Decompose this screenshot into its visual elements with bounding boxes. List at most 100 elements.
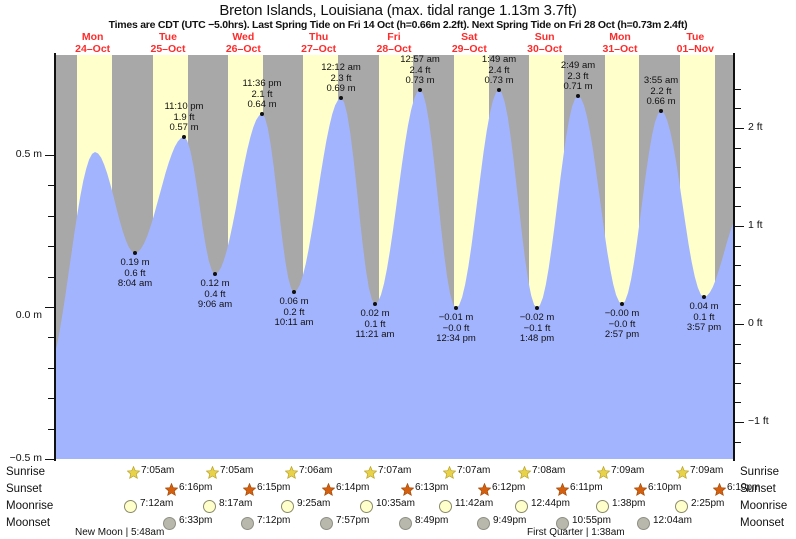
sunset-event-5: 6:11pm bbox=[555, 482, 603, 499]
low-tide-label-7: 0.04 m 0.1 ft 3:57 pm bbox=[687, 301, 721, 334]
low-tide-label-line-1: 0.4 ft bbox=[204, 288, 226, 300]
y-axis-right-line bbox=[733, 53, 735, 461]
low-tide-label-3: 0.02 m 0.1 ft 11:21 am bbox=[356, 308, 395, 341]
low-tide-label-5: −0.02 m −0.1 ft 1:48 pm bbox=[519, 312, 555, 345]
low-tide-label-line-2: 2:57 pm bbox=[604, 329, 640, 340]
low-tide-label-line-1: 0.2 ft bbox=[283, 306, 305, 318]
moonrise-icon bbox=[360, 500, 373, 513]
moonset-icon bbox=[399, 517, 412, 530]
high-tide-label-0: 11:10 pm 1.9 ft 0.57 m bbox=[164, 101, 204, 134]
sunrise-event-6: 7:09am bbox=[596, 465, 644, 482]
moonrise-icon-wrap bbox=[203, 500, 218, 513]
day-header-dow: Mon bbox=[81, 31, 104, 43]
high-tide-label-line-0: 3:55 am bbox=[643, 75, 679, 86]
high-tide-label-line-2: 0.71 m bbox=[563, 81, 593, 92]
sunrise-icon-wrap bbox=[596, 465, 611, 482]
star-icon bbox=[400, 482, 415, 496]
high-tide-label-line-1: 2.3 ft bbox=[567, 70, 589, 82]
sunset-time: 6:14pm bbox=[336, 482, 370, 494]
low-tide-label-line-2: 1:48 pm bbox=[519, 333, 555, 344]
y-tick-right bbox=[735, 363, 741, 365]
y-tick-right bbox=[735, 422, 744, 423]
day-header-date: 29–Oct bbox=[451, 42, 487, 55]
moonset-time: 10:55pm bbox=[572, 514, 611, 526]
moonset-event-3: 8:49pm bbox=[399, 515, 448, 530]
low-tide-label-line-0: −0.00 m bbox=[604, 308, 640, 319]
day-header-dow: Wed bbox=[232, 31, 255, 43]
sunset-time: 6:10pm bbox=[648, 482, 682, 494]
moonset-icon-wrap bbox=[556, 517, 571, 530]
high-tide-marker-5 bbox=[576, 94, 580, 98]
low-tide-marker-6 bbox=[620, 302, 624, 306]
y-tick-left bbox=[45, 459, 54, 460]
y-tick-right bbox=[735, 343, 741, 345]
sunrise-time: 7:09am bbox=[690, 465, 724, 477]
high-tide-label-line-0: 11:10 pm bbox=[164, 101, 204, 112]
day-header-dow: Sat bbox=[461, 31, 478, 43]
y-tick-right bbox=[735, 304, 741, 306]
tide-plot-area bbox=[55, 55, 733, 459]
sunset-icon-wrap bbox=[555, 482, 570, 499]
low-tide-label-line-1: 0.6 ft bbox=[124, 267, 146, 279]
high-tide-label-line-0: 12:57 am bbox=[400, 54, 440, 65]
day-header-date: 24–Oct bbox=[75, 42, 111, 55]
sunrise-event-5: 7:08am bbox=[517, 465, 565, 482]
y-tick-left bbox=[45, 307, 54, 308]
sunset-event-7: 6:10pm bbox=[712, 482, 760, 499]
sunset-event-2: 6:14pm bbox=[321, 482, 370, 499]
low-tide-label-4: −0.01 m −0.0 ft 12:34 pm bbox=[436, 312, 476, 345]
moonset-icon-wrap bbox=[637, 517, 652, 530]
day-header-5: Sat 29–Oct bbox=[426, 31, 512, 55]
y-tick-right bbox=[735, 265, 741, 267]
y-tick-left bbox=[48, 367, 54, 369]
day-header-date: 28–Oct bbox=[376, 42, 412, 55]
moonset-event-5: 10:55pm bbox=[556, 514, 611, 530]
high-tide-label-line-0: 12:12 am bbox=[321, 62, 361, 73]
low-tide-label-line-2: 8:04 am bbox=[117, 278, 153, 289]
sunset-event-0: 6:16pm bbox=[164, 482, 212, 499]
row-label-right-moonset: Moonset bbox=[740, 517, 785, 529]
y-tick-right bbox=[735, 147, 741, 149]
moon-phase-note-0: New Moon | 5:48am bbox=[75, 527, 165, 538]
sunrise-time: 7:05am bbox=[220, 465, 254, 477]
low-tide-label-line-0: −0.01 m bbox=[438, 312, 474, 323]
low-tide-marker-5 bbox=[535, 306, 539, 310]
moonset-icon-wrap bbox=[320, 517, 335, 530]
day-header-4: Fri 28–Oct bbox=[351, 31, 437, 55]
day-header-2: Wed 26–Oct bbox=[200, 31, 286, 55]
low-tide-label-line-2: 12:34 pm bbox=[436, 333, 476, 344]
day-header-date: 27–Oct bbox=[301, 42, 337, 55]
sunrise-event-3: 7:07am bbox=[363, 465, 411, 482]
y-tick-left bbox=[48, 337, 54, 339]
sunset-time: 6:15pm bbox=[257, 482, 291, 494]
sunset-time: 6:13pm bbox=[415, 482, 449, 494]
sunset-event-6: 6:10pm bbox=[633, 482, 682, 499]
y-tick-left bbox=[48, 276, 54, 278]
y-axis-left-label-2: −0.5 m bbox=[9, 452, 42, 464]
moonrise-icon-wrap bbox=[515, 500, 530, 513]
star-icon bbox=[321, 482, 336, 496]
moonrise-icon bbox=[124, 500, 137, 513]
moonset-icon-wrap bbox=[399, 517, 414, 530]
star-icon bbox=[284, 465, 299, 479]
sunrise-icon-wrap bbox=[284, 465, 299, 482]
sunset-icon-wrap bbox=[633, 482, 648, 499]
moonrise-event-2: 9:25am bbox=[281, 498, 330, 513]
row-label-right-moonrise: Moonrise bbox=[740, 500, 788, 512]
day-header-dow: Tue bbox=[686, 31, 705, 43]
day-header-date: 26–Oct bbox=[225, 42, 261, 55]
y-tick-left bbox=[48, 246, 54, 248]
day-header-dow: Fri bbox=[387, 31, 401, 43]
sunrise-event-1: 7:05am bbox=[205, 465, 254, 482]
star-icon bbox=[477, 482, 492, 496]
low-tide-marker-3 bbox=[373, 302, 377, 306]
star-icon bbox=[242, 482, 257, 496]
high-tide-label-3: 12:57 am 2.4 ft 0.73 m bbox=[400, 54, 440, 87]
moonrise-icon bbox=[596, 500, 609, 513]
moonrise-time: 8:17am bbox=[219, 497, 253, 509]
high-tide-label-line-1: 2.4 ft bbox=[409, 64, 431, 76]
low-tide-label-line-1: −0.0 ft bbox=[442, 322, 470, 334]
low-tide-marker-4 bbox=[454, 306, 458, 310]
low-tide-label-line-1: −0.1 ft bbox=[523, 322, 551, 334]
moonset-event-0: 6:33pm bbox=[163, 515, 212, 530]
